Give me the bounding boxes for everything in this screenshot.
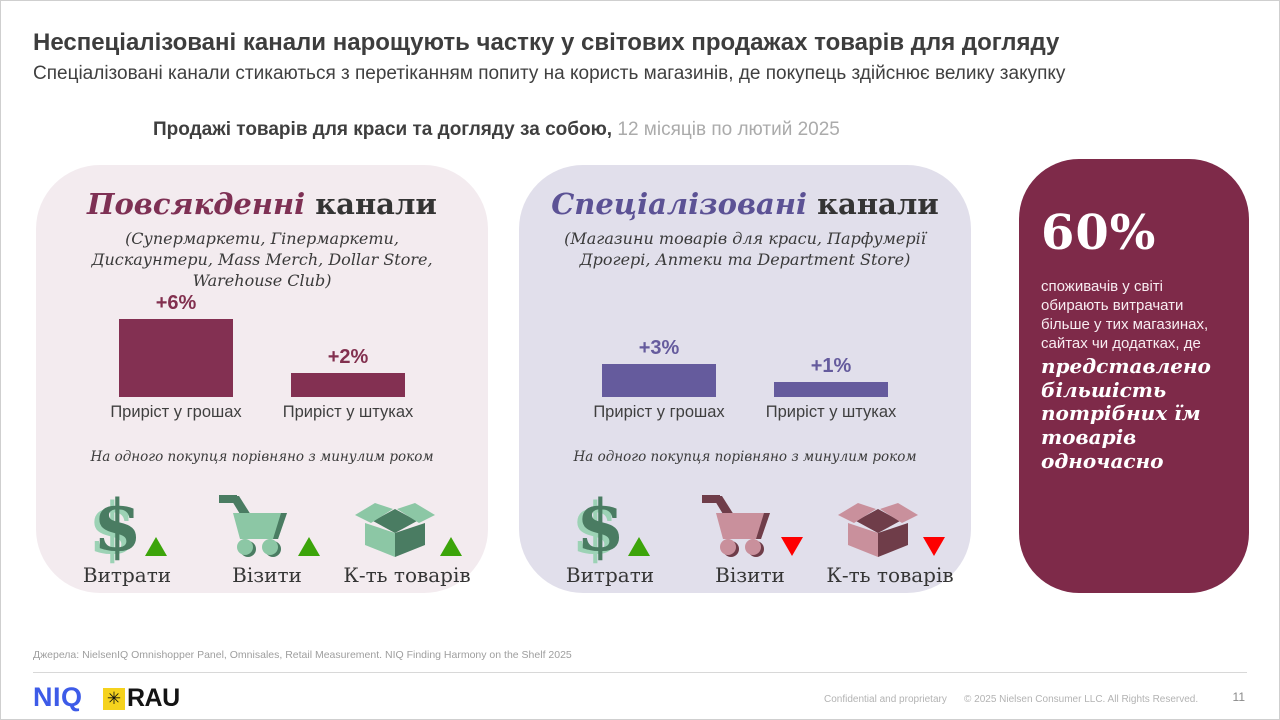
cart-icon [701, 495, 770, 557]
trend-down-icon [922, 537, 945, 556]
metric-spend: $ Витрати [57, 473, 197, 587]
metric-visual: $ [570, 473, 650, 567]
bar-value-label: +2% [327, 346, 369, 368]
bar-group: +1% [745, 355, 917, 397]
panel-highlight-stat: 60% споживачів у світі обирають витрачат… [1019, 159, 1249, 593]
specialized-caption: На одного покупця порівняно з минулим ро… [573, 449, 917, 465]
panel-everyday-title: Повсякденні канали [36, 187, 488, 221]
bar-value-label: +6% [155, 292, 197, 314]
specialized-bar-chart: +3% +1% [519, 285, 971, 397]
everyday-caption: На одного покупця порівняно з минулим ро… [90, 449, 434, 465]
metric-label: Візити [715, 563, 785, 587]
rau-star-icon: ✳ [103, 687, 125, 710]
metric-visual: $ [87, 473, 167, 567]
metric-visual [698, 473, 803, 559]
slide-subtitle: Спеціалізовані канали стикаються з перет… [33, 63, 1066, 84]
bar-money-growth [602, 364, 716, 397]
metric-visual [836, 473, 945, 559]
bar-unit-growth [291, 373, 405, 397]
panel-specialized-subtitle: (Магазини товарів для краси, Парфумерії … [564, 229, 926, 270]
specialized-bar-labels: Приріст у грошах Приріст у штуках [519, 403, 971, 422]
everyday-metrics: $ Витрати [46, 473, 488, 587]
metric-visits: Візити [680, 473, 820, 587]
bar-money-growth [119, 319, 233, 397]
trend-up-icon [297, 537, 320, 556]
metric-label: Витрати [565, 563, 655, 587]
dollar-icon: $ [576, 483, 625, 567]
bar-category-label: Приріст у грошах [593, 403, 725, 421]
metric-spend: $ Витрати [540, 473, 680, 587]
bar-group: +3% [573, 337, 745, 397]
bar-category-label: Приріст у штуках [765, 403, 897, 421]
rau-logo: ✳ RAU [103, 684, 180, 713]
dollar-icon: $ [93, 483, 142, 567]
metric-items: К-ть товарів [337, 473, 477, 587]
bar-category-label: Приріст у грошах [110, 403, 242, 421]
trend-down-icon [780, 537, 803, 556]
chart-heading-main: Продажі товарів для краси та догляду за … [153, 119, 613, 140]
sources-note: Джерела: NielsenIQ Omnishopper Panel, Om… [33, 649, 572, 661]
trend-up-icon [144, 537, 167, 556]
metric-items: К-ть товарів [820, 473, 960, 587]
highlight-stat: 60% [1041, 205, 1157, 261]
panel-everyday-title-accent: Повсякденні [87, 187, 306, 221]
bar-group: +2% [262, 346, 434, 397]
metric-label: К-ть товарів [826, 563, 954, 587]
copyright-note: © 2025 Nielsen Consumer LLC. All Rights … [964, 694, 1199, 705]
panel-specialized-title-rest: канали [807, 187, 939, 221]
niq-logo: NIQ [33, 682, 83, 712]
highlight-text-emphasis: представлено більшість потрібних їм това… [1041, 354, 1211, 473]
metric-visits: Візити [197, 473, 337, 587]
everyday-bar-chart: +6% +2% [36, 285, 488, 397]
panel-specialized-title: Спеціалізовані канали [519, 187, 971, 221]
specialized-metrics: $ Витрати [529, 473, 971, 587]
panel-everyday-subtitle: (Супермаркети, Гіпермаркети, Дискаунтери… [91, 229, 433, 291]
metric-visual [353, 473, 462, 559]
cart-icon [218, 495, 287, 557]
slide-title: Неспеціалізовані канали нарощують частку… [33, 29, 1060, 56]
metric-label: К-ть товарів [343, 563, 471, 587]
chart-heading: Продажі товарів для краси та догляду за … [153, 119, 840, 141]
bar-value-label: +3% [638, 337, 680, 359]
metric-label: Візити [232, 563, 302, 587]
rau-logo-text: RAU [127, 684, 180, 712]
panel-specialized-title-accent: Спеціалізовані [551, 187, 807, 221]
everyday-bar-labels: Приріст у грошах Приріст у штуках [36, 403, 488, 422]
footer-divider [33, 672, 1247, 673]
trend-up-icon [627, 537, 650, 556]
confidential-note: Confidential and proprietary [824, 694, 947, 705]
bar-value-label: +1% [810, 355, 852, 377]
box-icon [837, 503, 918, 557]
metric-label: Витрати [82, 563, 172, 587]
metric-visual [215, 473, 320, 559]
bar-group: +6% [90, 292, 262, 397]
chart-heading-period: 12 місяців по лютий 2025 [612, 119, 840, 140]
bar-category-label: Приріст у штуках [282, 403, 414, 421]
trend-up-icon [439, 537, 462, 556]
box-icon [354, 503, 435, 557]
page-number: 11 [1232, 690, 1245, 704]
panel-specialized-channels: Спеціалізовані канали (Магазини товарів … [519, 165, 971, 593]
panel-everyday-channels: Повсякденні канали (Супермаркети, Гіперм… [36, 165, 488, 593]
bar-unit-growth [774, 382, 888, 397]
highlight-text: споживачів у світі обирають витрачати бі… [1041, 278, 1209, 353]
panel-everyday-title-rest: канали [305, 187, 437, 221]
